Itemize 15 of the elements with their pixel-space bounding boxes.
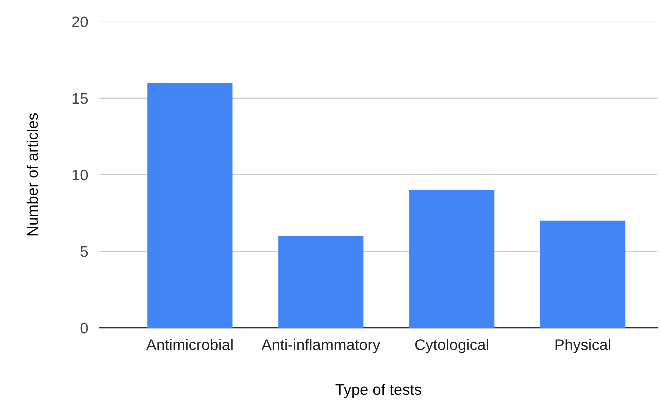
x-axis-title: Type of tests bbox=[336, 384, 422, 398]
y-tick-label: 15 bbox=[72, 93, 88, 104]
bar bbox=[148, 83, 233, 328]
y-tick-label: 10 bbox=[72, 170, 88, 181]
y-tick-label: 0 bbox=[80, 322, 88, 334]
y-axis-title: Number of articles bbox=[26, 114, 38, 236]
bar bbox=[278, 236, 364, 328]
bar bbox=[540, 220, 626, 328]
bar bbox=[410, 190, 495, 328]
y-tick-label: 5 bbox=[80, 246, 88, 258]
x-tick-label: Physical bbox=[556, 339, 610, 354]
x-tick-label: Cytological bbox=[416, 339, 488, 354]
x-tick-label: Antimicrobial bbox=[146, 339, 233, 350]
x-tick-label: Anti-inflammatory bbox=[262, 339, 381, 354]
y-tick-label: 20 bbox=[72, 16, 88, 28]
